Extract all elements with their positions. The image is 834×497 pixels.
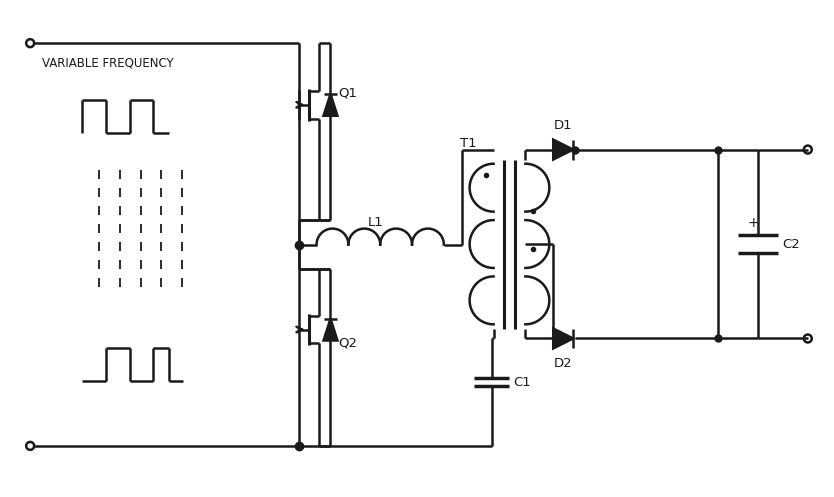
Text: Q1: Q1 <box>339 86 358 99</box>
Text: L1: L1 <box>367 216 383 229</box>
Polygon shape <box>553 140 573 160</box>
Polygon shape <box>324 319 338 340</box>
Text: T1: T1 <box>460 137 476 150</box>
Polygon shape <box>324 94 338 116</box>
Text: C1: C1 <box>514 376 531 389</box>
Text: +: + <box>747 216 759 230</box>
Text: D1: D1 <box>554 119 572 132</box>
Text: Q2: Q2 <box>339 337 358 350</box>
Text: VARIABLE FREQUENCY: VARIABLE FREQUENCY <box>42 57 173 70</box>
Polygon shape <box>553 329 573 348</box>
Text: C2: C2 <box>782 238 800 250</box>
Text: D2: D2 <box>554 357 572 370</box>
